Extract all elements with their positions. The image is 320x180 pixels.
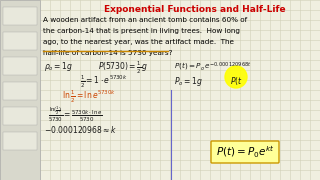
Bar — [3, 82, 37, 100]
Bar — [3, 132, 37, 150]
Text: $P(t$: $P(t$ — [230, 75, 242, 87]
Bar — [3, 7, 37, 25]
FancyBboxPatch shape — [211, 141, 279, 163]
Bar — [3, 32, 37, 50]
Text: A wooden artifact from an ancient tomb contains 60% of: A wooden artifact from an ancient tomb c… — [43, 17, 247, 23]
Text: Exponential Functions and Half-Life: Exponential Functions and Half-Life — [104, 5, 286, 14]
Bar — [3, 57, 37, 75]
Text: $\frac{1}{2} = 1\cdot e^{5730k}$: $\frac{1}{2} = 1\cdot e^{5730k}$ — [80, 74, 128, 90]
Text: $P_o = 1g$: $P_o = 1g$ — [174, 75, 203, 88]
Text: $\ln\frac{1}{2} = \ln e^{5730k}$: $\ln\frac{1}{2} = \ln e^{5730k}$ — [62, 89, 116, 105]
Bar — [0, 0, 40, 180]
Text: $P(t) = P_o\,e^{-0.000120968t}$: $P(t) = P_o\,e^{-0.000120968t}$ — [174, 60, 252, 72]
Bar — [3, 107, 37, 125]
Text: ago, to the nearest year, was the artifact made.  The: ago, to the nearest year, was the artifa… — [43, 39, 234, 45]
Text: $\rho_o = 1g$: $\rho_o = 1g$ — [44, 60, 73, 73]
Text: $P(t) = P_0e^{kt}$: $P(t) = P_0e^{kt}$ — [216, 144, 274, 160]
Circle shape — [225, 66, 247, 88]
Text: the carbon-14 that is present in living trees.  How long: the carbon-14 that is present in living … — [43, 28, 240, 34]
Text: half-life of carbon-14 is 5730 years?: half-life of carbon-14 is 5730 years? — [43, 50, 172, 56]
Text: $\frac{\ln(\frac{1}{2})}{5730} = \frac{5730k\cdot\ln e}{5730}$: $\frac{\ln(\frac{1}{2})}{5730} = \frac{5… — [48, 104, 103, 124]
Text: $-0.000120968 \approx k$: $-0.000120968 \approx k$ — [44, 124, 117, 135]
Text: $P(5730) = \frac{1}{2}g$: $P(5730) = \frac{1}{2}g$ — [98, 60, 148, 76]
